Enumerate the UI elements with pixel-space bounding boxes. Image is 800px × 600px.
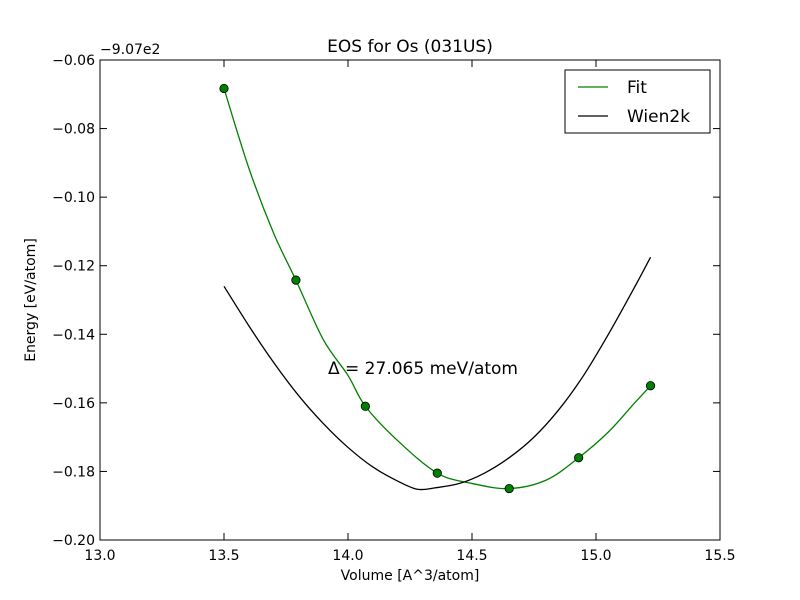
legend-label-wien2k: Wien2k xyxy=(627,107,690,127)
plot-frame xyxy=(99,59,721,541)
legend-box xyxy=(564,69,711,134)
chart-title: EOS for Os (031US) xyxy=(327,37,493,57)
x-tick-label: 13.5 xyxy=(208,548,239,564)
y-tick-label: −0.20 xyxy=(52,533,95,549)
x-tick-label: 14.0 xyxy=(332,548,363,564)
x-axis-label: Volume [A^3/atom] xyxy=(341,568,480,584)
y-tick-label: −0.06 xyxy=(52,53,95,69)
y-tick-label: −0.16 xyxy=(52,396,95,412)
data-point xyxy=(574,453,584,463)
data-point xyxy=(504,483,514,494)
y-tick-label: −0.12 xyxy=(52,259,95,275)
legend-label-fit: Fit xyxy=(627,78,647,98)
data-point xyxy=(291,275,301,285)
delta-annotation: Δ = 27.065 meV/atom xyxy=(328,359,518,379)
data-point xyxy=(432,468,442,478)
y-tick-label: −0.10 xyxy=(52,190,95,206)
legend: Fit Wien2k xyxy=(564,69,711,134)
y-tick-label: −0.08 xyxy=(52,122,95,138)
x-tick-label: 14.5 xyxy=(456,548,487,564)
x-tick-label: 15.0 xyxy=(580,548,611,564)
y-tick-label: −0.18 xyxy=(52,464,95,480)
x-tick-label: 13.0 xyxy=(84,548,115,564)
series-line-fit xyxy=(223,88,652,490)
x-tick-label: 15.5 xyxy=(704,548,735,564)
series-line-wien2k xyxy=(223,256,652,491)
data-point xyxy=(219,83,229,94)
y-offset-label: −9.07e2 xyxy=(100,42,160,58)
y-axis-label: Energy [eV/atom] xyxy=(23,238,39,362)
data-point xyxy=(360,401,370,411)
ticks-layer: 13.0 13.5 14.0 14.5 15.0 15.5 −0.06 −0.08 −0.10 −… xyxy=(52,53,735,564)
series-layer xyxy=(219,83,656,494)
y-tick-label: −0.14 xyxy=(52,327,95,343)
data-point xyxy=(645,381,656,391)
